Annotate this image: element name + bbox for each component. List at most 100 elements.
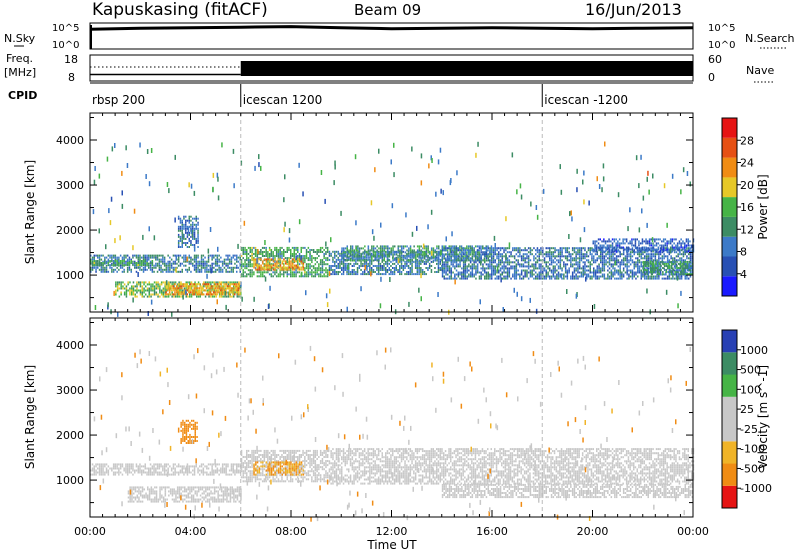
echo-cell xyxy=(471,267,474,270)
echo-cell xyxy=(503,267,505,270)
echo-cell xyxy=(209,293,211,296)
echo-cell xyxy=(660,269,662,271)
echo-cell xyxy=(343,249,345,252)
echo-cell xyxy=(281,251,283,253)
echo-cell xyxy=(177,217,180,220)
echo-cell xyxy=(165,262,168,265)
echo-cell xyxy=(159,291,161,294)
echo-cell xyxy=(543,259,546,262)
echo-cell xyxy=(559,275,562,278)
echo-cell xyxy=(406,265,408,267)
echo-cell xyxy=(132,285,135,288)
echo-cell xyxy=(498,269,500,272)
echo-cell xyxy=(679,265,682,267)
echo-cell xyxy=(635,257,637,260)
echo-cell xyxy=(286,273,288,276)
echo-cell xyxy=(517,273,519,276)
echo-cell xyxy=(561,249,563,252)
echo-cell xyxy=(619,255,621,258)
echo-cell xyxy=(394,251,396,254)
echo-cell xyxy=(542,265,544,268)
echo-cell xyxy=(174,293,176,296)
echo-cell xyxy=(411,262,413,265)
echo-cell xyxy=(494,251,496,254)
echo-cell xyxy=(626,265,628,268)
echo-cell xyxy=(457,265,460,268)
echo-cell xyxy=(615,259,618,262)
echo-cell xyxy=(272,267,274,270)
echo-cell xyxy=(667,260,669,263)
echo-cell xyxy=(335,273,338,276)
echo-cell xyxy=(427,251,429,254)
echo-cell xyxy=(163,260,166,263)
echo-cell xyxy=(594,240,596,243)
echo-cell xyxy=(418,250,420,253)
echo-cell xyxy=(126,266,129,269)
echo-cell xyxy=(513,255,516,258)
echo-cell xyxy=(275,246,278,249)
echo-cell xyxy=(420,245,422,248)
echo-cell xyxy=(148,262,150,265)
echo-cell xyxy=(220,291,223,294)
echo-cell xyxy=(309,267,311,270)
freq-right-tick-bottom: 0 xyxy=(708,71,715,84)
echo-cell xyxy=(658,265,660,268)
echo-cell xyxy=(659,267,662,270)
echo-cell xyxy=(554,277,556,280)
echo-cell xyxy=(416,251,419,254)
echo-cell xyxy=(195,287,197,290)
echo-cell xyxy=(263,264,266,267)
echo-cell xyxy=(293,275,295,278)
echo-cell xyxy=(374,247,377,250)
echo-cell xyxy=(543,257,546,260)
echo-cell xyxy=(494,269,496,272)
echo-cell xyxy=(330,265,332,267)
echo-cell xyxy=(591,277,593,280)
echo-cell xyxy=(227,285,230,288)
echo-cell xyxy=(661,251,664,254)
echo-cell xyxy=(212,291,215,294)
echo-cell xyxy=(492,251,495,254)
echo-cell xyxy=(233,293,235,296)
echo-cell xyxy=(452,263,454,266)
echo-cell xyxy=(411,253,414,256)
echo-cell xyxy=(392,257,394,260)
echo-cell xyxy=(204,266,206,269)
echo-cell xyxy=(513,261,516,264)
echo-cell xyxy=(461,249,463,252)
echo-cell xyxy=(262,266,264,269)
echo-cell xyxy=(276,266,278,269)
echo-cell xyxy=(348,273,350,276)
echo-cell xyxy=(344,259,347,262)
echo-cell xyxy=(638,259,641,262)
echo-cell xyxy=(476,265,479,268)
echo-cell xyxy=(640,250,642,253)
echo-cell xyxy=(97,264,99,267)
echo-cell xyxy=(668,248,670,251)
echo-cell xyxy=(527,259,530,262)
echo-cell xyxy=(177,254,180,257)
echo-cell xyxy=(603,275,606,278)
echo-cell xyxy=(260,275,262,278)
echo-cell xyxy=(423,255,426,258)
echo-cell xyxy=(335,271,338,273)
echo-cell xyxy=(177,293,180,296)
echo-cell xyxy=(612,259,614,262)
echo-cell xyxy=(662,246,665,249)
echo-cell xyxy=(186,285,188,288)
echo-cell xyxy=(381,247,384,250)
echo-cell xyxy=(461,251,463,254)
echo-cell xyxy=(183,235,185,238)
echo-cell xyxy=(690,265,692,267)
echo-cell xyxy=(489,265,491,268)
echo-cell xyxy=(182,289,184,292)
echo-scatter xyxy=(479,299,481,305)
echo-cell xyxy=(191,289,194,292)
echo-cell xyxy=(669,246,672,249)
echo-cell xyxy=(290,257,292,260)
echo-cell xyxy=(571,259,574,262)
echo-cell xyxy=(592,240,594,243)
echo-cell xyxy=(557,259,560,262)
echo-cell xyxy=(351,269,354,271)
echo-cell xyxy=(427,255,429,258)
